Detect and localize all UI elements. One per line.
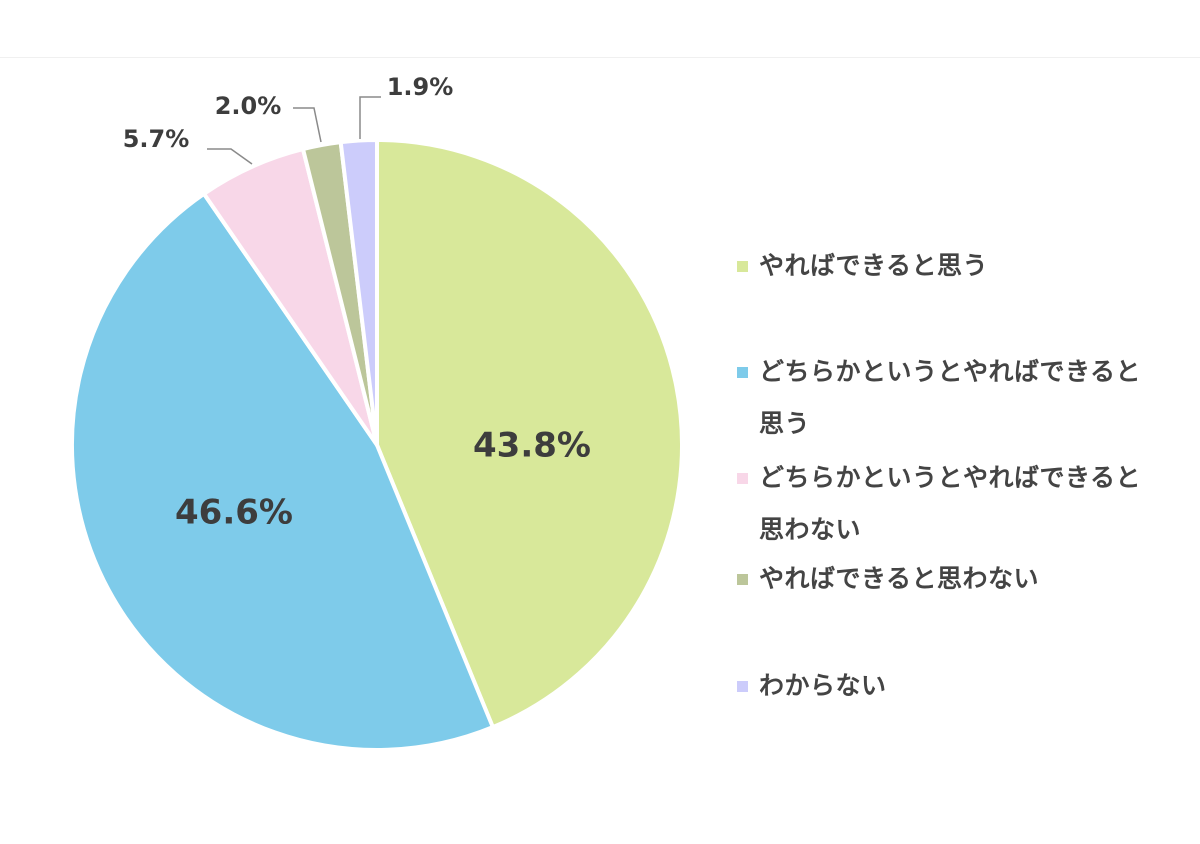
pie-slice-2 [70, 191, 495, 752]
leader-lines-layer [207, 96, 381, 165]
slices-layer [70, 138, 684, 752]
data-label-3: 5.7% [123, 125, 190, 153]
legend-swatch-4 [737, 574, 748, 585]
legend-label-1: やればできると思う [759, 251, 989, 280]
legend-swatch-2 [737, 367, 748, 378]
leader-line-5 [359, 96, 381, 139]
legend-label-4: やればできると思わない [759, 564, 1040, 593]
top-divider [0, 57, 1200, 58]
data-label-4: 2.0% [215, 92, 282, 120]
pie-slice-5 [338, 138, 379, 447]
leader-line-4 [293, 107, 322, 143]
data-label-1: 43.8% [473, 426, 591, 466]
legend-swatch-3 [737, 473, 748, 484]
legend-label-3: どちらかというとやればできると思わない [759, 463, 1142, 544]
data-label-5: 1.9% [387, 73, 454, 101]
legend-swatch-5 [737, 681, 748, 692]
data-labels-layer: 43.8% 46.6% 5.7% 2.0% 1.9% [123, 73, 591, 533]
legend-label-2: どちらかというとやればできると思う [759, 357, 1142, 438]
data-label-2: 46.6% [175, 493, 293, 533]
legend-swatch-1 [737, 261, 748, 272]
legend-label-5: わからない [759, 671, 887, 700]
pie-slice-1 [375, 138, 684, 730]
chart-legend: やればできると思うどちらかというとやればできると思う どちらかというとやればできる… [737, 0, 1177, 840]
leader-line-3 [207, 148, 253, 165]
